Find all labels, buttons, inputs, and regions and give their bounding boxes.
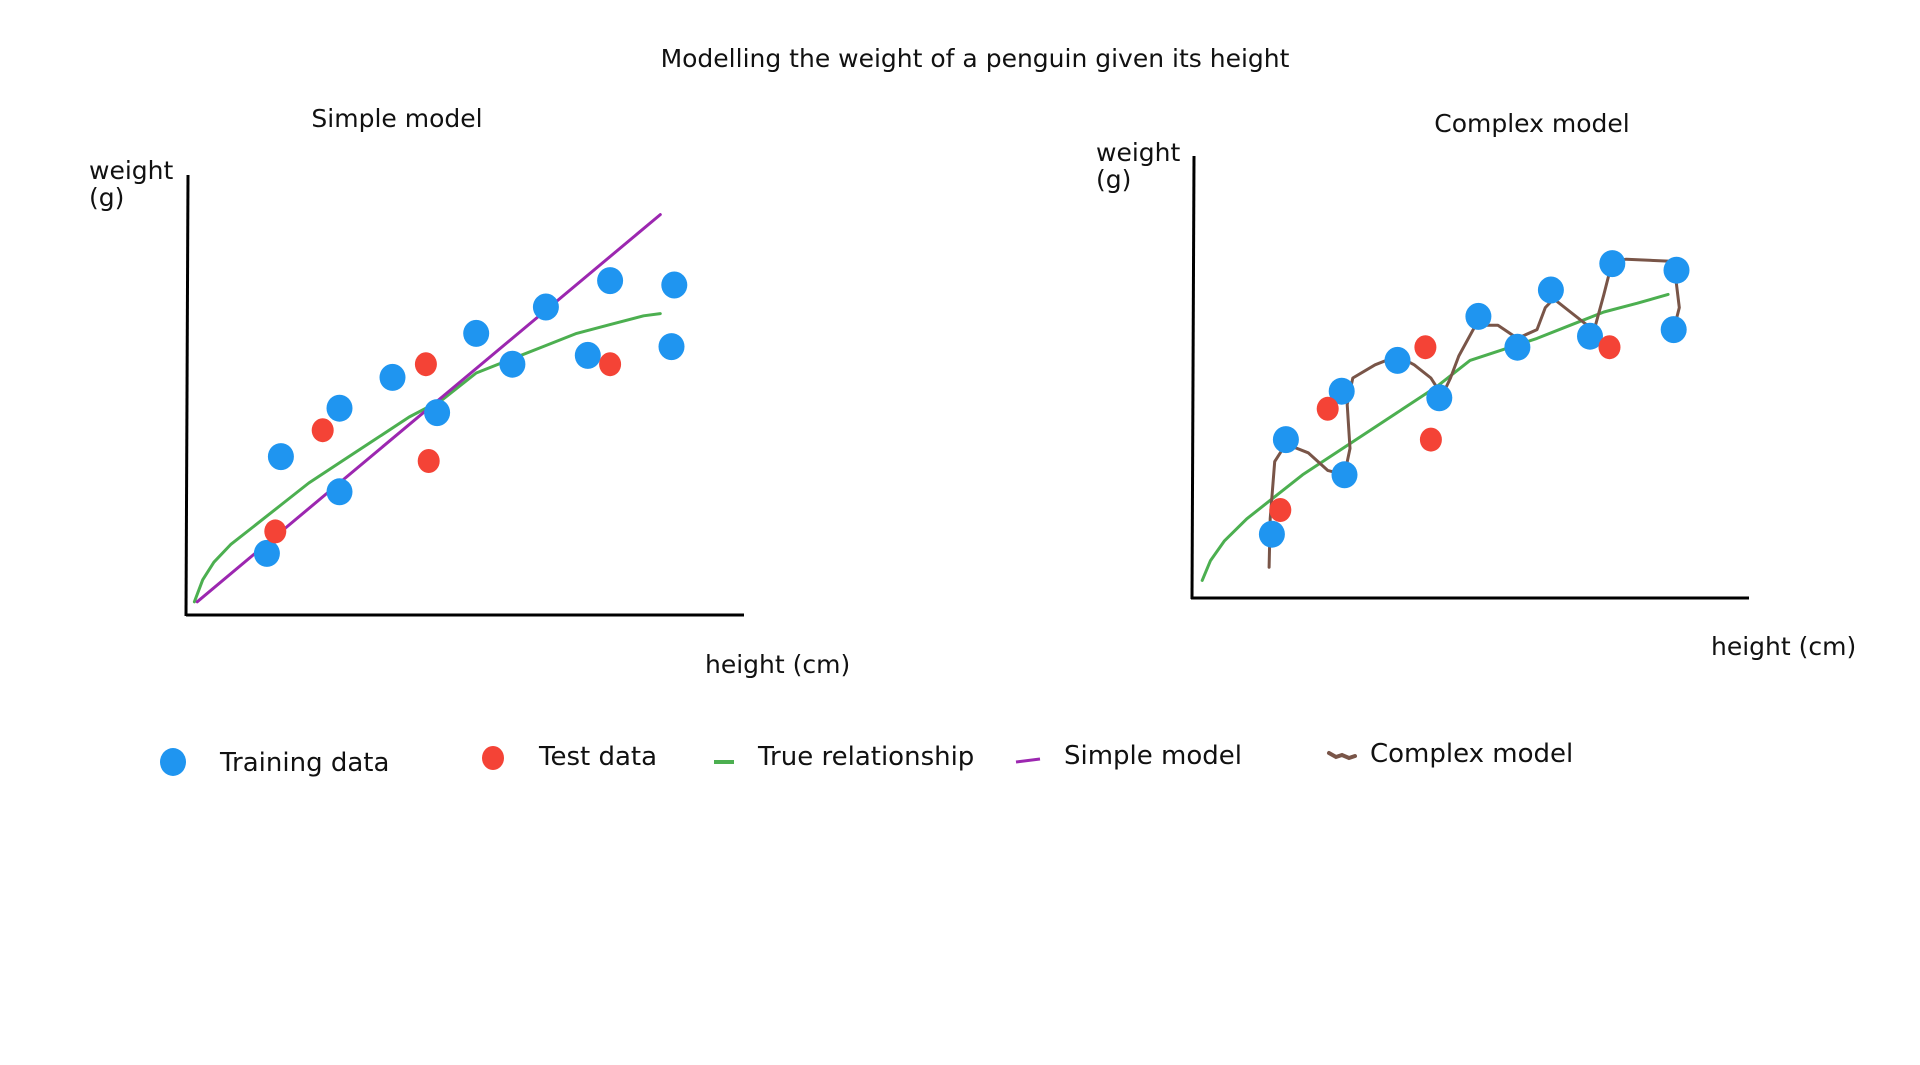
complex-model-complex-model-line [1267, 257, 1681, 569]
simple-model-test-point-2 [414, 352, 437, 377]
legend-simple-model-marker [1015, 757, 1041, 764]
simple-model-training-point-11 [658, 333, 685, 361]
simple-model-test-point-3 [417, 449, 440, 473]
simple-model-test-point-4 [599, 352, 622, 377]
complex-model-test-point-4 [1598, 335, 1621, 360]
legend-true-relationship-label: True relationship [757, 742, 974, 772]
simple-model-training-point-2 [326, 478, 353, 506]
complex-model-training-point-1 [1272, 426, 1299, 454]
complex-model-test-point-2 [1414, 335, 1437, 360]
legend: Training data Test data True relationshi… [160, 739, 1573, 778]
complex-model-training-point-0 [1258, 520, 1285, 548]
complex-model-test-point-3 [1419, 427, 1442, 452]
simple-model-training-point-0 [253, 539, 280, 567]
complex-model-training-point-5 [1426, 384, 1453, 412]
complex-model-ylabel-line-2: (g) [1096, 165, 1131, 194]
simple-model-ylabel-line-2: (g) [89, 183, 124, 212]
legend-test-marker [482, 746, 504, 770]
simple-model-training-point-7 [499, 350, 526, 378]
complex-model-plot-area [1200, 250, 1690, 582]
simple-model-title: Simple model [311, 104, 482, 133]
simple-model-training-point-10 [597, 267, 624, 295]
simple-model-true-relationship-line [192, 312, 662, 604]
figure-title: Modelling the weight of a penguin given … [661, 44, 1290, 73]
complex-model-y-axis [1190, 155, 1196, 600]
legend-item-complex-model: Complex model [1327, 739, 1573, 769]
simple-model-training-point-8 [532, 293, 559, 321]
legend-item-simple-model: Simple model [1015, 741, 1242, 771]
simple-model-training-point-4 [379, 363, 406, 391]
complex-model-training-point-2 [1331, 461, 1358, 489]
legend-test-label: Test data [538, 742, 657, 772]
complex-model-training-point-10 [1599, 250, 1626, 278]
complex-model-training-point-8 [1537, 276, 1564, 304]
legend-simple-model-label: Simple model [1064, 741, 1242, 771]
complex-model-test-point-1 [1316, 396, 1339, 421]
simple-model-y-axis [184, 174, 190, 617]
simple-model-test-point-0 [264, 519, 287, 544]
complex-model-xlabel: height (cm) [1711, 632, 1856, 661]
simple-model-training-point-1 [267, 443, 294, 471]
legend-item-training: Training data [160, 748, 389, 778]
legend-item-test: Test data [482, 742, 657, 772]
simple-model-training-point-9 [574, 341, 601, 369]
legend-training-label: Training data [219, 748, 389, 778]
simple-model-training-point-6 [463, 319, 490, 347]
simple-model-test-point-1 [311, 418, 334, 443]
complex-model-training-point-7 [1504, 333, 1531, 361]
complex-model-panel: Complex model weight (g) height (cm) [1096, 109, 1856, 661]
simple-model-training-point-5 [424, 399, 451, 427]
simple-model-ylabel-line-1: weight [89, 156, 173, 185]
simple-model-training-point-3 [326, 394, 353, 422]
simple-model-plot-area [192, 213, 688, 604]
complex-model-test-point-0 [1269, 498, 1292, 522]
legend-complex-model-label: Complex model [1370, 739, 1573, 769]
complex-model-training-point-11 [1660, 316, 1687, 344]
complex-model-training-point-6 [1465, 302, 1492, 330]
simple-model-training-point-12 [661, 271, 688, 299]
legend-item-true-relationship: True relationship [714, 742, 974, 772]
complex-model-training-point-12 [1663, 256, 1690, 284]
legend-complex-model-marker [1327, 751, 1357, 761]
complex-model-training-point-4 [1384, 346, 1411, 374]
simple-model-xlabel: height (cm) [705, 650, 850, 679]
complex-model-training-point-9 [1577, 322, 1603, 350]
legend-training-marker [160, 748, 186, 776]
complex-model-title: Complex model [1434, 109, 1629, 138]
complex-model-training-point-3 [1328, 377, 1355, 405]
complex-model-ylabel-line-1: weight [1096, 138, 1180, 167]
simple-model-panel: Simple model weight (g) height (cm) [89, 104, 850, 679]
